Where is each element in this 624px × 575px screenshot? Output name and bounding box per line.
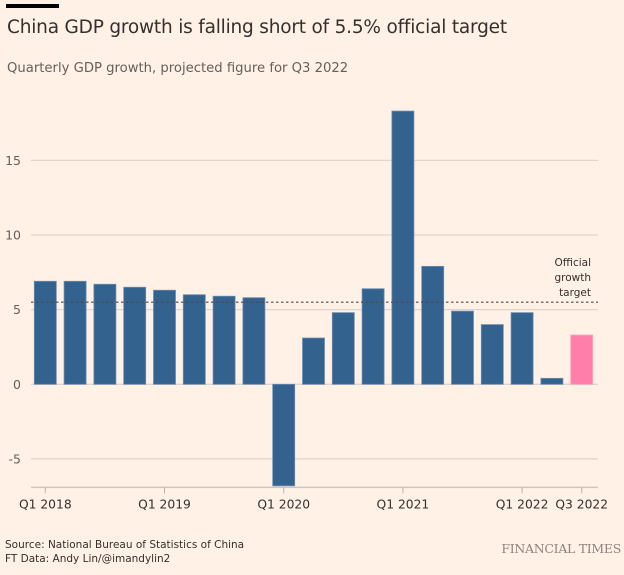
x-tick-label: Q1 2018 [19,497,72,511]
bar-q3-2020 [331,312,355,385]
bar-q4-2020 [361,288,385,385]
top-rule [6,4,59,8]
source-note: Source: National Bureau of Statistics of… [5,539,244,566]
bar-q3-2021 [451,310,474,385]
bar-q3-2022 [570,334,594,385]
bar-q3-2019 [212,295,236,385]
credit-line: FT Data: Andy Lin/@imandylin2 [5,552,171,565]
bar-q1-2019 [153,289,176,385]
bar-q1-2020 [272,383,296,487]
target-line-label: Official [555,257,591,269]
y-tick-label: 10 [5,228,21,243]
bars [33,110,594,487]
x-tick-label: Q1 2019 [138,497,191,511]
bar-q2-2020 [302,337,325,385]
y-axis-labels: -5 0 5 10 15 [5,153,21,467]
bar-q2-2022 [540,377,564,385]
source-line: Source: National Bureau of Statistics of… [5,539,245,551]
x-tick-label: Q3 2022 [555,497,608,511]
x-tick-label: Q1 2021 [377,497,430,511]
bar-q1-2018 [33,280,57,385]
y-tick-label: -5 [9,451,21,466]
ft-logo: FINANCIAL TIMES [501,541,621,556]
bar-q4-2019 [242,297,266,385]
bar-q2-2021 [421,265,445,385]
chart-subtitle: Quarterly GDP growth, projected figure f… [7,61,349,76]
bar-q2-2019 [182,294,206,385]
x-tick-label: Q1 2020 [257,497,310,511]
bar-q4-2018 [123,286,147,385]
y-tick-label: 15 [5,153,21,168]
bar-q4-2021 [480,324,504,385]
y-tick-label: 0 [13,377,21,392]
x-axis: Q1 2018 Q1 2019 Q1 2020 Q1 2021 Q1 2022 Q3 20… [19,486,608,511]
bar-q2-2018 [63,280,87,385]
target-line-label: growth [554,272,591,284]
chart-title: China GDP growth is falling short of 5.5… [7,17,507,38]
x-tick-label: Q1 2022 [496,497,549,511]
bar-q3-2018 [93,283,117,385]
target-line-group: Official growth target [31,257,598,303]
y-tick-label: 5 [13,302,21,317]
bar-q1-2022 [510,312,534,385]
target-line-label: target [559,287,591,299]
bar-q1-2021 [391,110,415,385]
